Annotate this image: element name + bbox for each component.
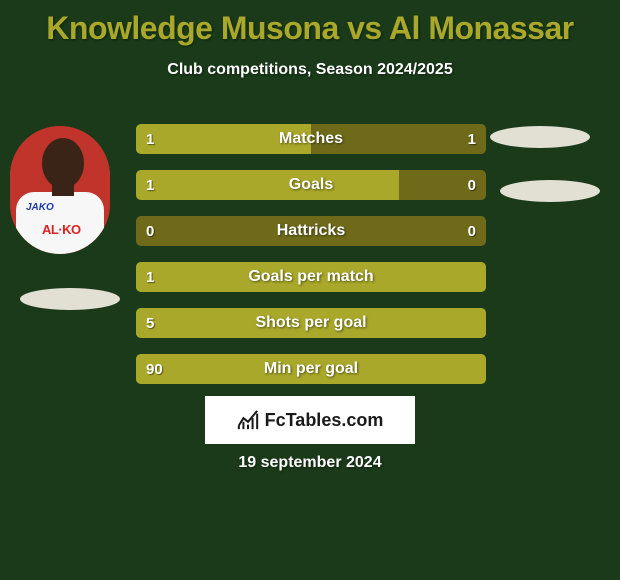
chart-icon	[237, 409, 259, 431]
page-subtitle: Club competitions, Season 2024/2025	[0, 61, 620, 79]
stat-label: Hattricks	[136, 216, 486, 246]
stat-label: Shots per goal	[136, 308, 486, 338]
player-avatar-left: JAKO AL·KO	[10, 126, 110, 254]
decorative-oval	[20, 288, 120, 310]
footer-brand: FcTables.com	[205, 396, 415, 444]
stat-label: Goals	[136, 170, 486, 200]
stat-row: 90Min per goal	[136, 354, 486, 384]
stat-row: 00Hattricks	[136, 216, 486, 246]
stat-row: 5Shots per goal	[136, 308, 486, 338]
stat-label: Matches	[136, 124, 486, 154]
decorative-oval	[500, 180, 600, 202]
comparison-bars: 11Matches 10Goals 00Hattricks 1Goals per ma…	[136, 124, 486, 400]
stat-label: Min per goal	[136, 354, 486, 384]
stat-row: 10Goals	[136, 170, 486, 200]
snapshot-date: 19 september 2024	[0, 454, 620, 472]
stat-row: 1Goals per match	[136, 262, 486, 292]
decorative-oval	[490, 126, 590, 148]
footer-brand-text: FcTables.com	[265, 410, 384, 431]
stat-row: 11Matches	[136, 124, 486, 154]
page-title: Knowledge Musona vs Al Monassar	[0, 0, 620, 47]
stat-label: Goals per match	[136, 262, 486, 292]
